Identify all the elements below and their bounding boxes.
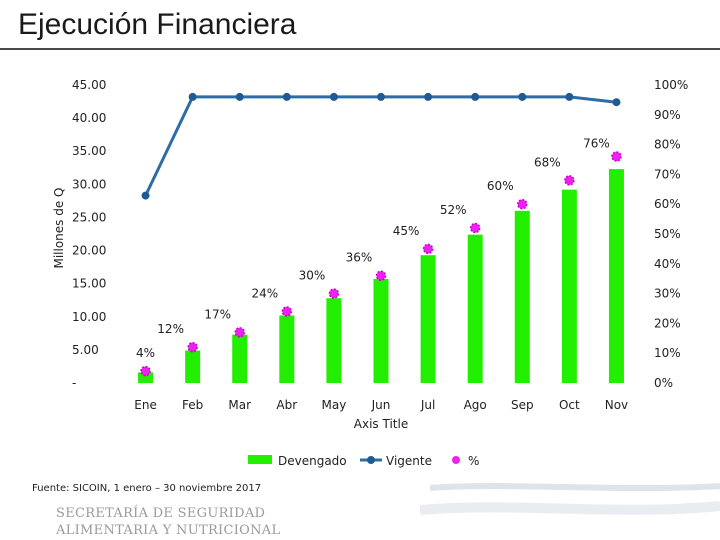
x-axis-title: Axis Title <box>354 417 408 431</box>
percent-label: 60% <box>487 179 514 193</box>
percent-marker <box>517 198 528 210</box>
percent-label: 4% <box>136 346 155 360</box>
vigente-point <box>235 92 244 101</box>
y2-tick-label: 70% <box>654 167 681 181</box>
bar-devengado <box>326 298 342 383</box>
percent-marker <box>564 175 575 186</box>
x-tick-label: Mar <box>228 398 251 412</box>
x-tick-label: Oct <box>559 398 580 412</box>
vigente-point <box>565 92 574 101</box>
bar-devengado <box>467 234 483 383</box>
y2-tick-label: 0% <box>654 376 673 390</box>
x-tick-label: Ene <box>134 398 157 412</box>
bar-devengado <box>608 169 624 383</box>
vigente-point <box>424 92 433 101</box>
x-tick-label: Jun <box>371 398 391 412</box>
y2-tick-label: 100% <box>654 78 688 92</box>
percent-marker <box>328 288 340 299</box>
bar-devengado <box>420 255 436 383</box>
percent-marker <box>611 151 622 162</box>
vigente-point <box>141 191 150 200</box>
percent-label: 12% <box>157 322 184 336</box>
bar-devengado <box>514 210 530 383</box>
percent-marker <box>281 306 293 317</box>
y2-tick-label: 40% <box>654 257 681 271</box>
legend-marker-vigente <box>367 456 375 464</box>
series-line-vigente <box>144 95 617 197</box>
decorative-wave <box>420 483 720 515</box>
page-title: Ejecución Financiera <box>18 8 297 41</box>
y-tick-label: 35.00 <box>72 144 106 158</box>
y2-tick-label: 90% <box>654 108 681 122</box>
y-tick-label: 15.00 <box>72 277 106 291</box>
source-note: Fuente: SICOIN, 1 enero – 30 noviembre 2… <box>32 483 262 494</box>
vigente-point <box>612 98 621 107</box>
y-tick-label: 30.00 <box>72 177 106 191</box>
y-tick-label: 40.00 <box>72 111 106 125</box>
percent-label: 30% <box>299 269 326 283</box>
y2-tick-label: 60% <box>654 197 681 211</box>
vigente-point <box>518 92 527 101</box>
x-tick-label: May <box>322 398 347 412</box>
vigente-point <box>329 92 338 101</box>
y2-tick-label: 50% <box>654 227 681 241</box>
logo-line-1: SECRETARÍA DE SEGURIDAD <box>56 506 266 521</box>
vigente-point <box>471 92 480 101</box>
percent-marker <box>234 327 245 338</box>
percent-label: 76% <box>583 137 610 151</box>
y2-tick-label: 80% <box>654 138 681 152</box>
y-tick-label: - <box>72 376 76 390</box>
percent-marker <box>140 365 151 377</box>
percent-label: 52% <box>440 203 467 217</box>
vigente-point <box>188 92 197 101</box>
y2-tick-label: 30% <box>654 287 681 301</box>
x-tick-label: Jul <box>420 398 435 412</box>
percent-marker <box>469 222 481 234</box>
x-tick-label: Feb <box>182 398 203 412</box>
bar-devengado <box>561 189 577 383</box>
percent-marker <box>375 270 387 281</box>
bar-devengado <box>185 350 201 383</box>
y-tick-label: 10.00 <box>72 310 106 324</box>
percent-label: 68% <box>534 155 561 169</box>
y-tick-label: 5.00 <box>72 343 99 357</box>
financial-execution-chart: - 5.00 10.00 15.00 20.00 25.00 30.00 35.00 40.00… <box>52 78 688 468</box>
bar-devengado <box>373 279 389 383</box>
y2-tick-label: 20% <box>654 316 681 330</box>
y-tick-label: 45.00 <box>72 78 106 92</box>
y-tick-label: 20.00 <box>72 244 106 258</box>
percent-label: 17% <box>204 307 231 321</box>
vigente-point <box>282 92 291 101</box>
logo-line-2: ALIMENTARIA Y NUTRICIONAL <box>56 523 281 538</box>
vigente-point <box>377 92 385 101</box>
percent-marker <box>187 341 198 353</box>
y2-tick-label: 10% <box>654 346 681 360</box>
percent-label: 36% <box>346 251 373 265</box>
legend-label-vigente: Vigente <box>386 454 432 468</box>
y-tick-label: 25.00 <box>72 210 106 224</box>
x-tick-label: Ago <box>464 398 487 412</box>
legend-label-percent: % <box>468 454 479 468</box>
x-tick-label: Abr <box>276 398 297 412</box>
x-tick-label: Sep <box>511 398 534 412</box>
percent-marker <box>422 243 434 255</box>
legend-swatch-devengado <box>248 455 272 464</box>
institution-logo: SECRETARÍA DE SEGURIDAD ALIMENTARIA Y NU… <box>56 505 280 539</box>
bar-devengado <box>279 315 295 383</box>
bar-devengado <box>138 372 154 383</box>
title-divider <box>0 48 720 50</box>
percent-label: 24% <box>251 286 278 300</box>
x-tick-label: Nov <box>605 398 628 412</box>
bar-devengado <box>232 334 248 383</box>
percent-label: 45% <box>393 224 420 238</box>
legend-marker-percent <box>452 456 460 464</box>
y-axis-title: Millones de Q <box>52 187 66 268</box>
legend-label-devengado: Devengado <box>278 454 347 468</box>
